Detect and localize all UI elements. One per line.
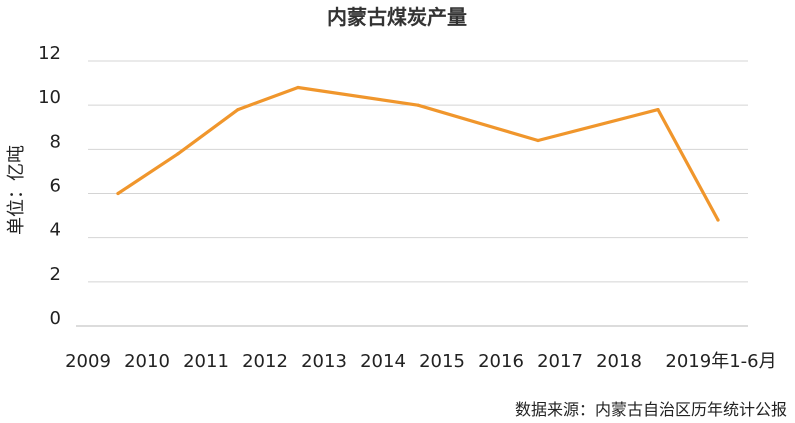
- y-tick-label: 6: [50, 176, 61, 197]
- y-axis-label: 单位：亿吨: [6, 145, 27, 235]
- data-point: [296, 85, 300, 90]
- x-tick-label: 2014: [360, 351, 406, 372]
- y-tick-label: 4: [50, 220, 61, 241]
- source-note: 数据来源：内蒙古自治区历年统计公报: [515, 400, 787, 419]
- y-tick-label: 8: [50, 131, 61, 152]
- data-point: [536, 138, 540, 143]
- y-tick-label: 0: [50, 308, 61, 329]
- x-tick-label: 2011: [183, 351, 229, 372]
- x-tick-label: 2009: [65, 351, 111, 372]
- chart-title: 内蒙古煤炭产量: [327, 5, 467, 29]
- series-group: [116, 85, 720, 222]
- data-point: [236, 107, 240, 112]
- x-tick-label: 2010: [124, 351, 170, 372]
- y-tick-label: 10: [38, 87, 61, 108]
- y-tick-labels: 0 2 4 6 8 10 12: [38, 43, 61, 329]
- data-point: [416, 103, 420, 107]
- data-point: [116, 191, 120, 196]
- gridlines: [76, 60, 748, 327]
- x-tick-label: 2018: [596, 351, 642, 372]
- x-tick-labels: 2009 2010 2011 2012 2013 2014 2015 2016 2017 2018…: [65, 351, 777, 372]
- x-tick-label: 2015: [419, 351, 465, 372]
- series-line: [116, 85, 720, 222]
- y-tick-label: 12: [38, 43, 61, 64]
- y-tick-label: 2: [50, 264, 61, 285]
- x-tick-label: 2019年1-6月: [665, 351, 776, 372]
- x-tick-label: 2016: [478, 351, 524, 372]
- data-point: [656, 107, 660, 112]
- data-point: [176, 152, 180, 156]
- x-tick-label: 2013: [301, 351, 347, 372]
- x-tick-label: 2017: [537, 351, 583, 372]
- x-tick-label: 2012: [242, 351, 288, 372]
- data-point: [716, 218, 720, 222]
